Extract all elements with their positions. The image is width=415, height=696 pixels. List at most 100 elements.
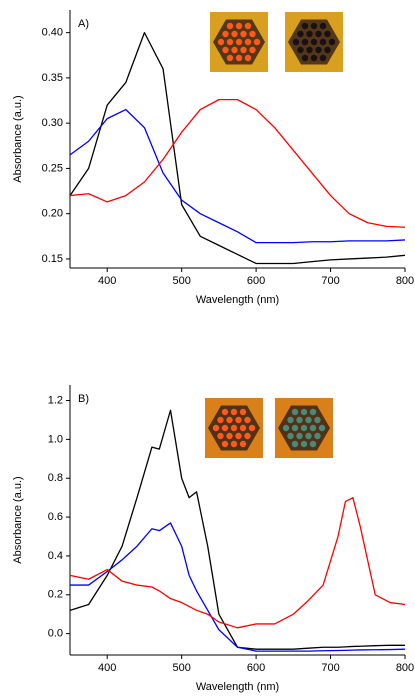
- photo-well: [212, 424, 220, 432]
- photo-well: [309, 440, 317, 448]
- x-tick-label: 700: [321, 275, 339, 287]
- photo-well: [244, 38, 252, 46]
- photo-well: [226, 54, 234, 62]
- x-tick-label: 800: [396, 275, 414, 287]
- photo-well: [315, 30, 322, 38]
- photo-well: [301, 38, 309, 46]
- photo-well: [244, 416, 251, 424]
- photo-well: [249, 30, 256, 38]
- series-line: [69, 98, 406, 228]
- photo-well: [305, 416, 312, 424]
- y-tick-label: 0.15: [42, 253, 63, 265]
- y-tick-label: 0.35: [42, 72, 63, 84]
- photo-well: [217, 432, 224, 440]
- photo-well: [318, 424, 326, 432]
- photo-well: [324, 30, 331, 38]
- y-tick-label: 0.4: [48, 550, 63, 562]
- photo-well: [230, 408, 238, 416]
- photo-well: [300, 424, 308, 432]
- photo-well: [244, 54, 252, 62]
- photo-well: [231, 30, 238, 38]
- photo-well: [314, 416, 321, 424]
- photo-well: [226, 416, 233, 424]
- photo-well: [240, 30, 247, 38]
- photo-well: [309, 424, 317, 432]
- photo-well: [310, 54, 318, 62]
- photo-well: [226, 432, 233, 440]
- photo-well: [244, 432, 251, 440]
- y-tick-label: 0.20: [42, 208, 63, 220]
- photo-well: [319, 54, 327, 62]
- photo-well: [282, 424, 290, 432]
- photo-well: [222, 46, 229, 54]
- photo-well: [319, 38, 327, 46]
- photo-well: [248, 424, 256, 432]
- photo-well: [244, 22, 252, 30]
- photo-well: [310, 38, 318, 46]
- series-line: [69, 31, 406, 265]
- y-tick-label: 0.40: [42, 27, 63, 39]
- photo-well: [230, 440, 238, 448]
- photo-well: [291, 424, 299, 432]
- photo-well: [300, 408, 308, 416]
- photo-well: [287, 416, 294, 424]
- x-axis-label: Wavelength (nm): [196, 681, 279, 693]
- photo-well: [301, 22, 309, 30]
- photo-well: [230, 424, 238, 432]
- y-tick-label: 1.2: [48, 394, 63, 406]
- y-tick-label: 0.30: [42, 117, 63, 129]
- photo-well: [235, 416, 242, 424]
- x-tick-label: 400: [98, 275, 116, 287]
- photo-well: [305, 432, 312, 440]
- series-line: [69, 497, 406, 629]
- photo-well: [296, 432, 303, 440]
- photo-well: [226, 38, 234, 46]
- photo-well: [217, 416, 224, 424]
- y-tick-label: 0.2: [48, 589, 63, 601]
- x-tick-label: 600: [247, 662, 265, 674]
- photo-well: [324, 46, 331, 54]
- x-tick-label: 400: [98, 662, 116, 674]
- series-line: [69, 409, 405, 650]
- y-tick-label: 0.25: [42, 162, 63, 174]
- x-tick-label: 500: [172, 662, 190, 674]
- y-tick-label: 0.0: [48, 628, 63, 640]
- x-tick-label: 700: [321, 662, 339, 674]
- photo-well: [328, 38, 336, 46]
- photo-well: [253, 38, 261, 46]
- photo-well: [315, 46, 322, 54]
- y-tick-label: 0.6: [48, 511, 63, 523]
- panel-label: B): [78, 393, 89, 405]
- series-line: [70, 522, 406, 652]
- y-axis-label: Absorbance (a.u.): [12, 95, 24, 182]
- y-tick-label: 1.0: [48, 433, 63, 445]
- photo-well: [310, 22, 318, 30]
- photo-well: [239, 408, 247, 416]
- photo-well: [297, 30, 304, 38]
- photo-well: [297, 46, 304, 54]
- photo-well: [231, 46, 238, 54]
- photo-well: [306, 30, 313, 38]
- photo-well: [249, 46, 256, 54]
- photo-well: [217, 38, 225, 46]
- x-tick-label: 800: [396, 662, 414, 674]
- photo-well: [314, 432, 321, 440]
- x-axis-label: Wavelength (nm): [196, 294, 279, 306]
- series-line: [69, 108, 406, 244]
- photo-well: [291, 408, 299, 416]
- photo-well: [319, 22, 327, 30]
- photo-well: [235, 432, 242, 440]
- photo-well: [287, 432, 294, 440]
- photo-well: [300, 440, 308, 448]
- photo-well: [221, 424, 229, 432]
- photo-well: [221, 440, 229, 448]
- photo-well: [306, 46, 313, 54]
- photo-well: [235, 22, 243, 30]
- photo-well: [239, 424, 247, 432]
- photo-well: [292, 38, 300, 46]
- photo-well: [226, 22, 234, 30]
- photo-well: [240, 46, 247, 54]
- photo-well: [301, 54, 309, 62]
- photo-well: [296, 416, 303, 424]
